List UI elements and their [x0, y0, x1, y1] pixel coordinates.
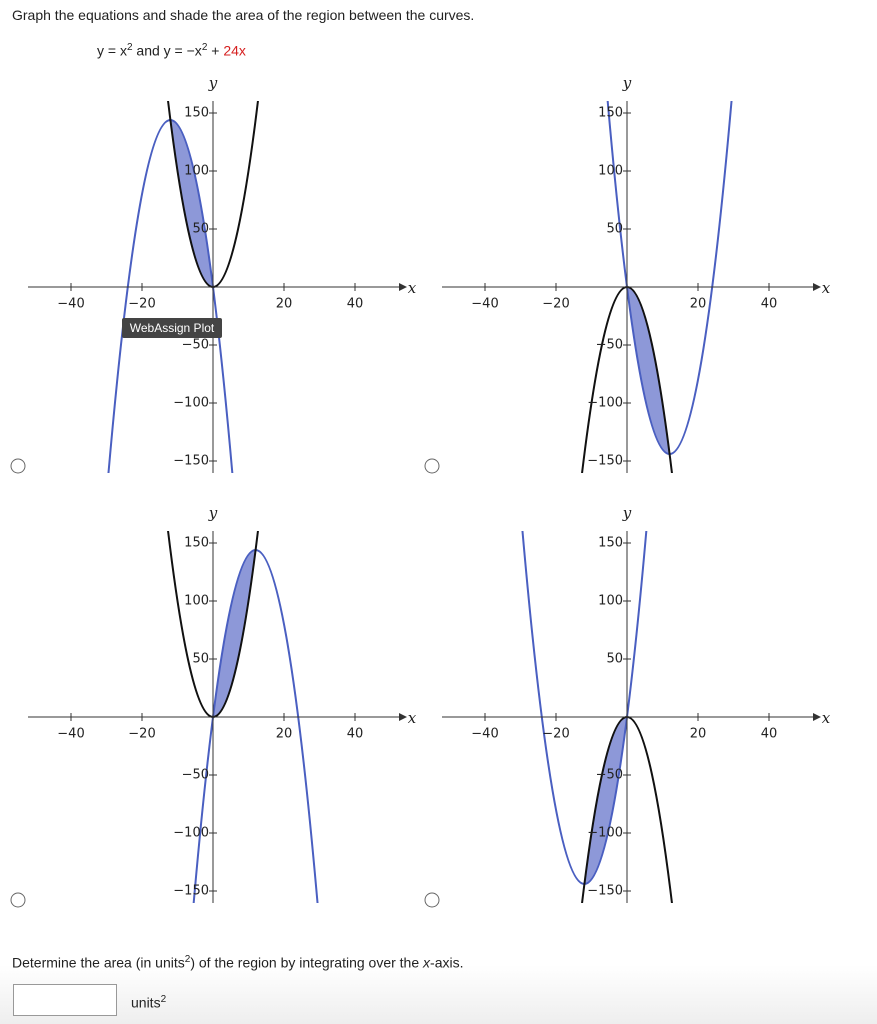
question: Determine the area (in units2) of the re…: [12, 954, 463, 971]
x-tick-label: −20: [542, 727, 569, 742]
unit: units2: [131, 994, 166, 1011]
y-tick-label: −50: [182, 338, 209, 353]
radio[interactable]: [10, 892, 26, 908]
shaded-region: [169, 119, 214, 288]
eq-term: 24x: [223, 42, 246, 59]
y-axis-label: y: [208, 504, 218, 522]
eq-part: and y = −x: [132, 42, 202, 59]
radio[interactable]: [424, 892, 440, 908]
q-part: ) of the region by integrating over the: [190, 954, 424, 971]
y-tick-label: −150: [173, 454, 209, 469]
y-tick-label: −50: [596, 768, 623, 783]
shaded-region: [583, 716, 628, 885]
y-tick-label: 50: [192, 222, 209, 237]
y-tick-label: 50: [606, 652, 623, 667]
y-tick-label: 50: [606, 222, 623, 237]
y-tick-label: 150: [598, 106, 623, 121]
curve: [606, 101, 733, 455]
unit-exp: 2: [160, 994, 167, 1005]
y-tick-label: 50: [192, 652, 209, 667]
instruction: Graph the equations and shade the area o…: [12, 7, 475, 23]
y-tick-label: −100: [587, 396, 623, 411]
x-tick-label: −40: [57, 297, 84, 312]
y-axis-label: y: [622, 504, 632, 522]
x-tick-label: −20: [128, 727, 155, 742]
x-tick-label: −40: [57, 727, 84, 742]
x-tick-label: −20: [128, 297, 155, 312]
y-tick-label: 150: [598, 536, 623, 551]
q-part: -axis.: [430, 954, 464, 971]
footer-bg: [0, 940, 877, 1024]
tooltip: WebAssign Plot: [122, 318, 222, 338]
q-var: x: [423, 954, 431, 971]
unit-text: units: [131, 994, 161, 1011]
x-tick-label: 40: [761, 297, 778, 312]
curve: [521, 531, 648, 885]
x-tick-label: −40: [471, 297, 498, 312]
x-tick-label: 20: [690, 727, 707, 742]
y-tick-label: −50: [182, 768, 209, 783]
y-tick-label: −150: [587, 454, 623, 469]
graph: x y −40 −20 20 40 150 100 50 −50 −100 −150: [28, 504, 417, 903]
x-tick-label: 20: [276, 727, 293, 742]
y-axis-label: y: [622, 74, 632, 92]
y-tick-label: −100: [587, 826, 623, 841]
equation: y = x2 and y = −x2 + 24x: [97, 42, 246, 59]
y-tick-label: 100: [184, 594, 209, 609]
x-axis-label: x: [408, 279, 417, 297]
answer-input[interactable]: [13, 984, 117, 1016]
curve: [107, 119, 234, 473]
x-arrow: [813, 283, 821, 291]
eq-exp: 2: [201, 42, 208, 53]
x-tick-label: 40: [347, 297, 364, 312]
graph: x y −40 −20 20 40 150 100 50 −50 −100 −150: [28, 74, 417, 473]
x-arrow: [813, 713, 821, 721]
x-axis-label: x: [408, 709, 417, 727]
y-tick-label: 100: [184, 164, 209, 179]
x-tick-label: 40: [761, 727, 778, 742]
y-tick-label: −100: [173, 826, 209, 841]
radio[interactable]: [424, 458, 440, 474]
x-arrow: [399, 713, 407, 721]
y-tick-label: −150: [173, 884, 209, 899]
x-axis-label: x: [822, 279, 831, 297]
y-tick-label: 100: [598, 594, 623, 609]
x-axis-label: x: [822, 709, 831, 727]
x-arrow: [399, 283, 407, 291]
q-part: Determine the area (in units: [12, 954, 185, 971]
graph: x y −40 −20 20 40 150 100 50 −50 −100 −150: [442, 74, 831, 473]
eq-exp: 2: [126, 42, 133, 53]
eq-part: y = x: [97, 42, 127, 59]
shaded-region: [212, 549, 257, 718]
x-tick-label: 20: [276, 297, 293, 312]
x-tick-label: 40: [347, 727, 364, 742]
y-tick-label: 100: [598, 164, 623, 179]
y-tick-label: −100: [173, 396, 209, 411]
y-axis-label: y: [208, 74, 218, 92]
y-tick-label: −50: [596, 338, 623, 353]
graph: x y −40 −20 20 40 150 100 50 −50 −100 −150: [442, 504, 831, 903]
curve: [192, 549, 319, 903]
x-tick-label: −20: [542, 297, 569, 312]
q-exp: 2: [184, 954, 191, 965]
x-tick-label: −40: [471, 727, 498, 742]
y-tick-label: 150: [184, 536, 209, 551]
y-tick-label: 150: [184, 106, 209, 121]
graphs: x y −40 −20 20 40 150 100 50 −50 −100 −150 x y −40 −20…: [10, 74, 831, 908]
y-tick-label: −150: [587, 884, 623, 899]
x-tick-label: 20: [690, 297, 707, 312]
radio[interactable]: [10, 458, 26, 474]
eq-part: +: [207, 42, 224, 59]
shaded-region: [626, 286, 671, 455]
